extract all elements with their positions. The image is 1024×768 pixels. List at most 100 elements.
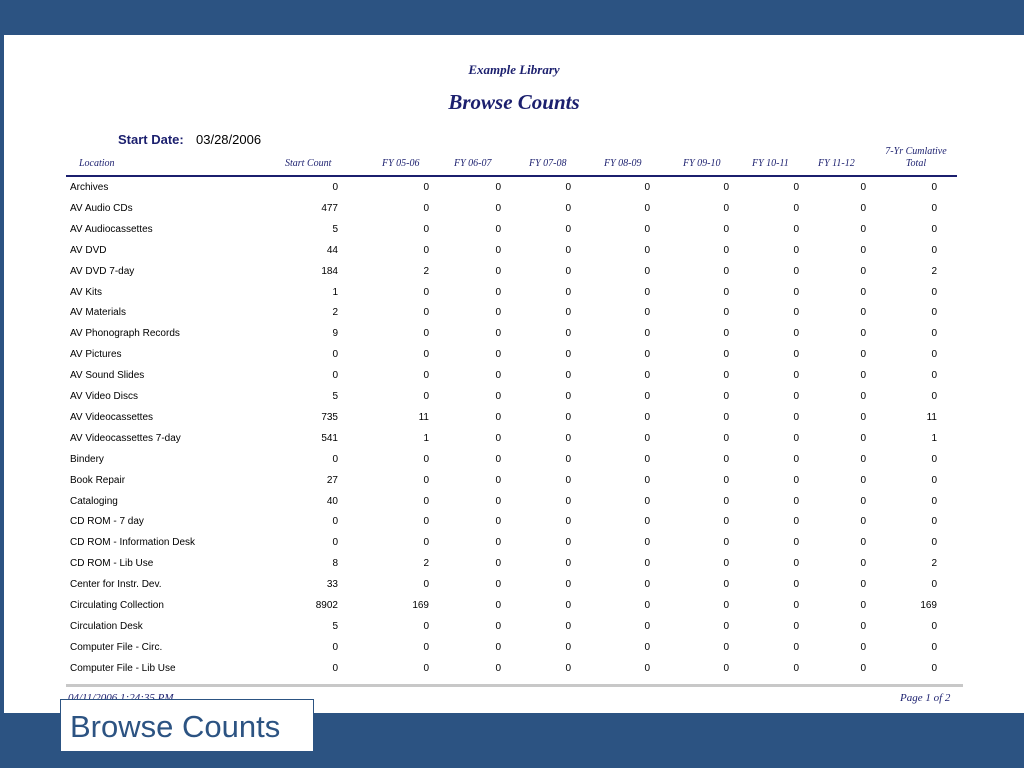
cell-fy-07-08: 0 <box>565 411 571 423</box>
cell-fy-11-12: 0 <box>860 495 866 507</box>
cell-fy-11-12: 0 <box>860 579 866 591</box>
cell-fy-06-07: 0 <box>495 202 501 214</box>
cell-fy-07-08: 0 <box>565 223 571 235</box>
cell-fy-11-12: 0 <box>860 411 866 423</box>
cell-fy-09-10: 0 <box>723 579 729 591</box>
cell-fy-07-08: 0 <box>565 391 571 402</box>
cell-fy-09-10: 0 <box>723 223 729 235</box>
start-date-value: 03/28/2006 <box>196 132 262 147</box>
cell-fy-09-10: 0 <box>723 370 729 382</box>
cell-fy-07-08: 0 <box>565 286 571 298</box>
cell-fy-05-06: 0 <box>423 495 429 507</box>
cell-start-count: 33 <box>326 579 338 591</box>
table-row: AV Sound Slides 0 0 0 0 0 0 0 0 0 <box>4 366 1024 387</box>
cell-fy-06-07: 0 <box>495 328 501 340</box>
table-row: Circulation Desk 5 0 0 0 0 0 0 0 0 <box>4 617 1024 638</box>
cell-fy-09-10: 0 <box>723 495 729 507</box>
cell-start-count: 0 <box>332 182 338 193</box>
cell-fy-06-07: 0 <box>495 286 501 298</box>
column-header-start-count: Start Count <box>285 158 332 169</box>
cell-start-count: 0 <box>332 537 338 549</box>
column-header-fy-10-11: FY 10-11 <box>752 158 789 169</box>
cell-fy-06-07: 0 <box>495 641 501 653</box>
cell-fy-09-10: 0 <box>723 641 729 653</box>
cell-fy-08-09: 0 <box>644 391 650 402</box>
cell-fy-06-07: 0 <box>495 391 501 402</box>
cell-fy-05-06: 0 <box>423 328 429 340</box>
cell-total: 0 <box>931 370 937 382</box>
column-header-total-line2: Total <box>905 158 927 169</box>
cell-fy-10-11: 0 <box>793 641 799 653</box>
cell-location: AV DVD <box>70 244 107 256</box>
cell-fy-09-10: 0 <box>723 620 729 632</box>
cell-total: 0 <box>931 223 937 235</box>
cell-fy-05-06: 0 <box>423 286 429 298</box>
start-date-label: Start Date: <box>118 132 184 147</box>
cell-fy-09-10: 0 <box>723 558 729 570</box>
cell-fy-09-10: 0 <box>723 307 729 319</box>
cell-fy-11-12: 0 <box>860 641 866 653</box>
cell-start-count: 44 <box>326 244 338 256</box>
cell-fy-06-07: 0 <box>495 537 501 549</box>
cell-total: 2 <box>931 265 937 277</box>
cell-fy-05-06: 169 <box>412 600 429 611</box>
cell-location: AV DVD 7-day <box>70 265 135 277</box>
cell-fy-05-06: 0 <box>423 516 429 528</box>
cell-fy-11-12: 0 <box>860 432 866 444</box>
table-row: AV Phonograph Records 9 0 0 0 0 0 0 0 0 <box>4 324 1024 345</box>
cell-fy-06-07: 0 <box>495 620 501 632</box>
cell-fy-07-08: 0 <box>565 307 571 319</box>
cell-fy-06-07: 0 <box>495 579 501 591</box>
cell-total: 2 <box>931 558 937 570</box>
cell-fy-10-11: 0 <box>793 349 799 361</box>
table-row: CD ROM - Lib Use 8 2 0 0 0 0 0 0 2 <box>4 554 1024 575</box>
cell-location: Archives <box>70 182 109 193</box>
cell-fy-07-08: 0 <box>565 182 571 193</box>
cell-fy-08-09: 0 <box>644 349 650 361</box>
cell-fy-10-11: 0 <box>793 265 799 277</box>
cell-start-count: 9 <box>332 328 338 340</box>
cell-start-count: 735 <box>321 411 338 423</box>
cell-fy-09-10: 0 <box>723 662 729 674</box>
cell-fy-06-07: 0 <box>495 307 501 319</box>
footer-rule <box>66 684 963 687</box>
cell-total: 0 <box>931 495 937 507</box>
table-row: Bindery 0 0 0 0 0 0 0 0 0 <box>4 450 1024 471</box>
cell-fy-11-12: 0 <box>860 265 866 277</box>
cell-fy-10-11: 0 <box>793 286 799 298</box>
cell-location: AV Sound Slides <box>70 370 145 382</box>
cell-fy-08-09: 0 <box>644 516 650 528</box>
cell-fy-05-06: 0 <box>423 391 429 402</box>
cell-fy-08-09: 0 <box>644 537 650 549</box>
cell-fy-09-10: 0 <box>723 516 729 528</box>
cell-fy-11-12: 0 <box>860 516 866 528</box>
cell-fy-06-07: 0 <box>495 244 501 256</box>
cell-fy-07-08: 0 <box>565 620 571 632</box>
table-row: AV Pictures 0 0 0 0 0 0 0 0 0 <box>4 345 1024 366</box>
table-row: Computer File - Circ. 0 0 0 0 0 0 0 0 0 <box>4 638 1024 659</box>
cell-start-count: 40 <box>326 495 338 507</box>
cell-fy-07-08: 0 <box>565 558 571 570</box>
cell-fy-09-10: 0 <box>723 182 729 193</box>
cell-total: 0 <box>931 579 937 591</box>
table-row: CD ROM - 7 day 0 0 0 0 0 0 0 0 0 <box>4 512 1024 533</box>
cell-fy-11-12: 0 <box>860 244 866 256</box>
cell-fy-11-12: 0 <box>860 558 866 570</box>
cell-fy-09-10: 0 <box>723 286 729 298</box>
cell-fy-10-11: 0 <box>793 662 799 674</box>
cell-fy-05-06: 0 <box>423 202 429 214</box>
cell-fy-09-10: 0 <box>723 453 729 465</box>
cell-total: 0 <box>931 244 937 256</box>
cell-fy-05-06: 0 <box>423 244 429 256</box>
cell-total: 0 <box>931 537 937 549</box>
cell-location: AV Videocassettes <box>70 411 154 423</box>
cell-total: 0 <box>931 516 937 528</box>
cell-fy-05-06: 11 <box>418 411 429 423</box>
cell-fy-08-09: 0 <box>644 558 650 570</box>
cell-fy-07-08: 0 <box>565 537 571 549</box>
table-row: AV Videocassettes 735 11 0 0 0 0 0 0 11 <box>4 408 1024 429</box>
cell-fy-05-06: 0 <box>423 370 429 382</box>
cell-location: AV Video Discs <box>70 391 138 402</box>
cell-fy-11-12: 0 <box>860 391 866 402</box>
